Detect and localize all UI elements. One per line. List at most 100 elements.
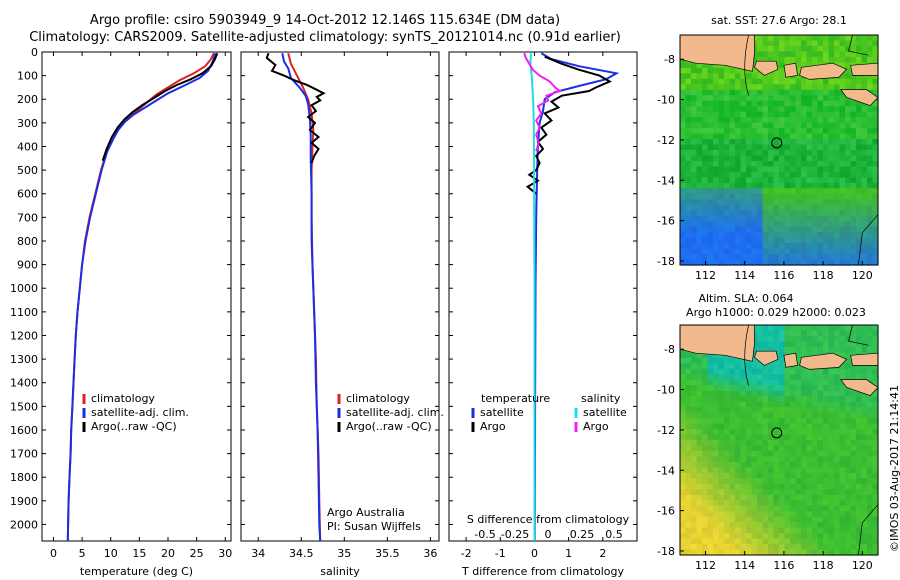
grid-cell — [872, 467, 879, 474]
grid-cell — [718, 221, 725, 228]
grid-cell — [696, 401, 703, 408]
grid-cell — [729, 139, 736, 146]
grid-cell — [823, 423, 830, 430]
grid-cell — [845, 226, 852, 233]
grid-cell — [845, 445, 852, 452]
grid-cell — [850, 434, 857, 441]
grid-cell — [751, 374, 758, 381]
grid-cell — [795, 199, 802, 206]
grid-cell — [757, 144, 764, 151]
grid-cell — [735, 204, 742, 211]
grid-cell — [713, 144, 720, 151]
grid-cell — [790, 150, 797, 157]
grid-cell — [850, 193, 857, 200]
grid-cell — [768, 243, 775, 250]
grid-cell — [724, 494, 731, 501]
grid-cell — [735, 374, 742, 381]
grid-cell — [839, 423, 846, 430]
grid-cell — [680, 423, 687, 430]
grid-cell — [757, 445, 764, 452]
grid-cell — [795, 538, 802, 545]
grid-cell — [680, 139, 687, 146]
grid-cell — [861, 494, 868, 501]
grid-cell — [806, 418, 813, 425]
grid-cell — [724, 182, 731, 189]
grid-cell — [861, 472, 868, 479]
grid-cell — [801, 494, 808, 501]
grid-cell — [685, 418, 692, 425]
grid-cell — [806, 456, 813, 463]
grid-cell — [828, 533, 835, 540]
grid-cell — [740, 407, 747, 414]
grid-cell — [707, 489, 714, 496]
grid-cell — [828, 336, 835, 343]
grid-cell — [685, 407, 692, 414]
grid-cell — [757, 177, 764, 184]
grid-cell — [850, 226, 857, 233]
grid-cell — [839, 150, 846, 157]
grid-cell — [702, 544, 709, 551]
grid-cell — [685, 379, 692, 386]
grid-cell — [801, 418, 808, 425]
grid-cell — [702, 171, 709, 178]
grid-cell — [845, 237, 852, 244]
grid-cell — [773, 56, 780, 63]
grid-cell — [812, 40, 819, 47]
grid-cell — [856, 407, 863, 414]
grid-cell — [823, 538, 830, 545]
grid-cell — [707, 522, 714, 529]
grid-cell — [828, 150, 835, 157]
grid-cell — [872, 166, 879, 173]
grid-cell — [746, 199, 753, 206]
grid-cell — [795, 336, 802, 343]
grid-cell — [872, 511, 879, 518]
grid-cell — [867, 500, 874, 507]
grid-cell — [823, 161, 830, 168]
grid-cell — [685, 62, 692, 69]
grid-cell — [680, 538, 687, 545]
grid-cell — [845, 161, 852, 168]
grid-cell — [713, 84, 720, 91]
grid-cell — [817, 401, 824, 408]
grid-cell — [713, 78, 720, 85]
grid-cell — [795, 254, 802, 261]
grid-cell — [828, 193, 835, 200]
grid-cell — [696, 139, 703, 146]
grid-cell — [680, 133, 687, 140]
grid-cell — [828, 407, 835, 414]
grid-cell — [751, 232, 758, 239]
grid-cell — [773, 95, 780, 102]
grid-cell — [872, 461, 879, 468]
grid-cell — [784, 478, 791, 485]
grid-cell — [751, 171, 758, 178]
grid-cell — [850, 544, 857, 551]
grid-cell — [757, 478, 764, 485]
grid-cell — [872, 35, 879, 42]
grid-cell — [768, 89, 775, 96]
grid-cell — [828, 106, 835, 113]
grid-cell — [828, 232, 835, 239]
salinity-profile-plot-area — [265, 52, 326, 541]
grid-cell — [762, 248, 769, 255]
grid-cell — [685, 204, 692, 211]
grid-cell — [856, 478, 863, 485]
grid-cell — [817, 254, 824, 261]
grid-cell — [718, 489, 725, 496]
grid-cell — [696, 161, 703, 168]
grid-cell — [823, 325, 830, 332]
grid-cell — [834, 533, 841, 540]
grid-cell — [845, 111, 852, 118]
grid-cell — [856, 166, 863, 173]
grid-cell — [729, 385, 736, 392]
grid-cell — [856, 182, 863, 189]
grid-cell — [795, 352, 802, 359]
grid-cell — [845, 35, 852, 42]
grid-cell — [757, 166, 764, 173]
grid-cell — [729, 533, 736, 540]
grid-cell — [823, 128, 830, 135]
grid-cell — [762, 150, 769, 157]
grid-cell — [839, 407, 846, 414]
grid-cell — [773, 363, 780, 370]
grid-cell — [850, 117, 857, 124]
grid-cell — [751, 193, 758, 200]
